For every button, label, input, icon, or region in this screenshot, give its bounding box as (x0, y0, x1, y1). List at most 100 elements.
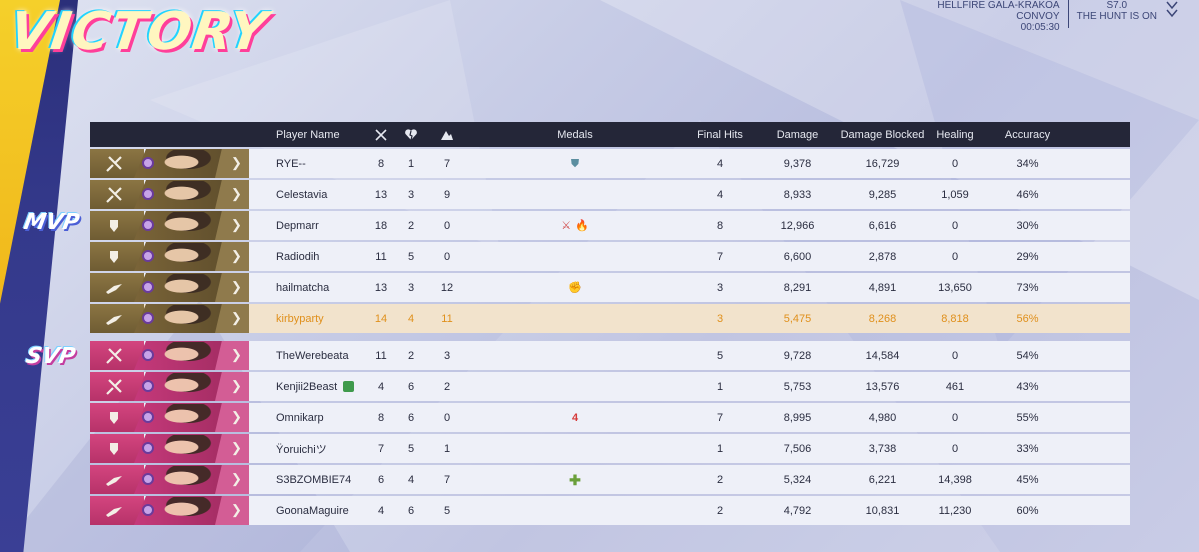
expand-tab[interactable] (215, 211, 249, 240)
chevron-right-icon: ❯ (231, 347, 242, 362)
hero-portrait[interactable]: ❯ (90, 149, 249, 178)
hero-face (150, 212, 220, 239)
player-name-cell[interactable]: Kenjii2Beast (249, 381, 369, 393)
player-name-cell[interactable]: S3BZOMBIE74 (249, 474, 369, 486)
col-medals: Medals (557, 128, 593, 141)
role-vanguard-icon (106, 187, 122, 203)
player-name-cell[interactable]: Radiodih (249, 251, 369, 263)
kills-value: 4 (377, 504, 385, 517)
damage-blocked-value: 14,584 (865, 349, 900, 362)
hero-portrait[interactable]: ❯ (90, 372, 249, 401)
expand-tab[interactable] (215, 434, 249, 463)
hero-portrait[interactable]: ❯ (90, 403, 249, 432)
damage-blocked-value: 13,576 (865, 380, 900, 393)
expand-tab[interactable] (215, 403, 249, 432)
kills-value: 4 (377, 380, 385, 393)
player-name: Celestavia (276, 188, 328, 201)
expand-tab[interactable] (215, 180, 249, 209)
player-name: Kenjii2Beast (276, 380, 338, 393)
role-strategist-icon (106, 284, 122, 294)
hero-face (150, 342, 220, 369)
deaths-value: 6 (407, 380, 415, 393)
player-name-cell[interactable]: Celestavia (249, 189, 369, 201)
rank-emblem-icon (142, 250, 154, 262)
hero-portrait[interactable]: ❯ (90, 465, 249, 494)
damage-blocked-value: 10,831 (865, 504, 900, 517)
player-row[interactable]: ❯ Omnikarp 8 6 0 4 7 8,995 4,980 0 55% (90, 403, 1130, 432)
damage-value: 8,291 (783, 281, 812, 294)
player-name: kirbyparty (276, 312, 324, 325)
player-name-cell[interactable]: RYE-- (249, 158, 369, 170)
assists-value: 7 (443, 157, 451, 170)
damage-value: 6,600 (783, 250, 812, 263)
friend-icon[interactable] (343, 381, 355, 392)
damage-value: 8,933 (783, 188, 812, 201)
player-row[interactable]: ❯ Radiodih 11 5 0 7 6,600 2,878 0 29% (90, 242, 1130, 271)
player-name-cell[interactable]: hailmatcha (249, 282, 369, 294)
hero-portrait[interactable]: ❯ (90, 273, 249, 302)
expand-tab[interactable] (215, 341, 249, 370)
hero-portrait[interactable]: ❯ (90, 341, 249, 370)
kills-value: 13 (374, 281, 388, 294)
damage-blocked-value: 16,729 (865, 157, 900, 170)
healing-value: 0 (951, 157, 959, 170)
expand-tab[interactable] (215, 465, 249, 494)
assists-value: 7 (443, 473, 451, 486)
hero-face (150, 373, 220, 400)
hero-portrait[interactable]: ❯ (90, 211, 249, 240)
hero-portrait[interactable]: ❯ (90, 496, 249, 525)
hero-portrait[interactable]: ❯ (90, 242, 249, 271)
player-name-cell[interactable]: Depmarr (249, 220, 369, 232)
fist-medal-icon[interactable]: ✊ (568, 281, 582, 294)
player-name-cell[interactable]: kirbyparty (249, 313, 369, 325)
chevron-right-icon: ❯ (231, 471, 242, 486)
deaths-icon (393, 128, 429, 142)
shield-medal-icon[interactable]: ⛊ (570, 157, 580, 170)
player-row[interactable]: ❯ Celestavia 13 3 9 4 8,933 9,285 1,059 46% (90, 180, 1130, 209)
player-row[interactable]: ❯ hailmatcha 13 3 12 ✊ 3 8,291 4,891 13,650 73% (90, 273, 1130, 302)
hero-portrait[interactable]: ❯ (90, 434, 249, 463)
player-name-cell[interactable]: Omnikarp (249, 412, 369, 424)
healing-value: 0 (951, 411, 959, 424)
expand-tab[interactable] (215, 496, 249, 525)
expand-tab[interactable] (215, 149, 249, 178)
player-name-cell[interactable]: GoonaMaguire (249, 505, 369, 517)
hero-portrait[interactable]: ❯ (90, 180, 249, 209)
hero-portrait[interactable]: ❯ (90, 304, 249, 333)
expand-tab[interactable] (215, 273, 249, 302)
medals-cell: ✊ (465, 282, 685, 294)
role-duelist-icon (110, 443, 118, 455)
deaths-value: 4 (407, 312, 415, 325)
player-name-cell[interactable]: TheWerebeata (249, 350, 369, 362)
hero-face (150, 181, 220, 208)
player-row[interactable]: ❯ Kenjii2Beast 4 6 2 1 5,753 13,576 461 43% (90, 372, 1130, 401)
assists-value: 0 (443, 411, 451, 424)
player-row[interactable]: ❯ kirbyparty 14 4 11 3 5,475 8,268 8,818 56% (90, 304, 1130, 333)
deaths-value: 6 (407, 411, 415, 424)
player-row[interactable]: ❯ GoonaMaguire 4 6 5 2 4,792 10,831 11,230 60% (90, 496, 1130, 525)
rank-emblem-icon (142, 219, 154, 231)
map-name: HELLFIRE GALA-KRAKOA (937, 0, 1060, 11)
player-row[interactable]: ❯ Depmarr 18 2 0 ⚔ 🔥 8 12,966 6,616 0 30% (90, 211, 1130, 240)
hero-face (150, 404, 220, 431)
fire-medal-icon[interactable]: 🔥 (575, 219, 589, 232)
kills-value: 14 (374, 312, 388, 325)
player-row[interactable]: ❯ RYE-- 8 1 7 ⛊ 4 9,378 16,729 0 34% (90, 149, 1130, 178)
expand-tab[interactable] (215, 242, 249, 271)
expand-tab[interactable] (215, 304, 249, 333)
player-row[interactable]: ❯ Ÿoruichiツ 7 5 1 1 7,506 3,738 0 33% (90, 434, 1130, 463)
plus-medal-icon[interactable]: ✚ (569, 471, 581, 488)
expand-tab[interactable] (215, 372, 249, 401)
accuracy-value: 33% (1016, 442, 1039, 455)
col-accuracy: Accuracy (1004, 128, 1051, 141)
role-duelist-icon (110, 251, 118, 263)
four-medal-icon[interactable]: 4 (571, 411, 579, 424)
player-name-cell[interactable]: Ÿoruichiツ (249, 441, 369, 457)
player-row[interactable]: ❯ TheWerebeata 11 2 3 5 9,728 14,584 0 54% (90, 341, 1130, 370)
player-row[interactable]: ❯ S3BZOMBIE74 6 4 7 ✚ 2 5,324 6,221 14,398 45% (90, 465, 1130, 494)
player-name: S3BZOMBIE74 (276, 473, 352, 486)
chevron-right-icon: ❯ (231, 217, 242, 232)
assists-value: 9 (443, 188, 451, 201)
chevron-right-icon: ❯ (231, 279, 242, 294)
cross-medal-icon[interactable]: ⚔ (561, 219, 572, 232)
